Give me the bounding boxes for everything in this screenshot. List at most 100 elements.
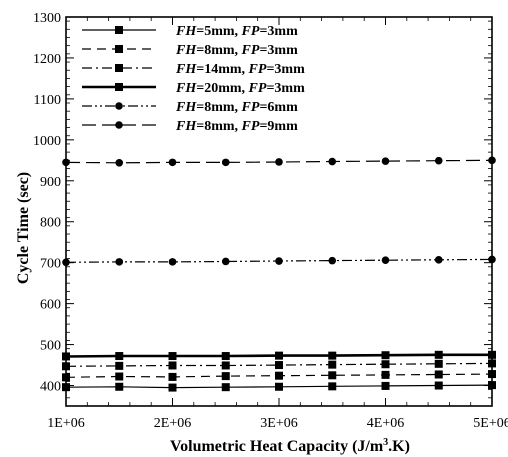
legend-item: FH=14mm, FP=3mm	[82, 62, 305, 77]
y-tick-label: 1000	[33, 134, 61, 149]
data-point	[275, 382, 283, 391]
data-point	[62, 352, 70, 361]
y-tick-label: 1100	[34, 93, 61, 108]
data-point	[434, 256, 443, 264]
legend-label: FH=14mm, FP=3mm	[175, 62, 305, 77]
data-point	[434, 359, 443, 368]
data-point	[168, 158, 177, 167]
legend-item: FH=5mm, FP=3mm	[82, 24, 298, 39]
x-axis-title: Volumetric Heat Capacity (J/m3.K)	[170, 437, 410, 455]
x-tick-label: 3E+06	[260, 416, 297, 431]
y-tick-label: 500	[40, 339, 61, 354]
data-point	[328, 371, 337, 380]
series-6	[62, 156, 496, 167]
data-point	[221, 257, 230, 266]
data-point	[62, 383, 70, 392]
data-point	[168, 372, 177, 381]
x-axis-title-main: Volumetric Heat Capacity (J/m	[170, 438, 384, 455]
data-point	[381, 381, 390, 390]
legend-marker	[115, 121, 123, 129]
data-point	[275, 257, 283, 265]
legend: FH=5mm, FP=3mm FH=8mm, FP=3mm FH=14mm, FP=…	[82, 24, 305, 134]
data-point	[221, 361, 230, 370]
data-point	[168, 383, 177, 392]
series-5	[62, 255, 496, 267]
data-point	[488, 255, 496, 264]
y-axis-title: Cycle Time (sec)	[15, 172, 32, 284]
legend-item: FH=20mm, FP=3mm	[82, 81, 305, 96]
x-axis-title-tail: .K)	[388, 438, 410, 455]
data-point	[168, 352, 177, 361]
data-point	[115, 352, 124, 361]
data-point	[221, 383, 230, 392]
series-3	[62, 359, 496, 371]
legend-label: FH=20mm, FP=3mm	[175, 81, 305, 96]
data-point	[328, 360, 337, 369]
x-tick-label: 2E+06	[154, 416, 191, 431]
axis-ticks: 400 500 600 700 800 900 1000 1100 1200 1300 1E+06 2…	[33, 11, 508, 431]
legend-label: FH=8mm, FP=3mm	[175, 43, 298, 58]
data-point	[328, 157, 337, 166]
data-point	[488, 359, 496, 368]
data-point	[434, 156, 443, 165]
data-point	[434, 381, 443, 390]
legend-label: FH=8mm, FP=9mm	[175, 119, 298, 134]
data-point	[275, 371, 283, 380]
data-point	[275, 351, 283, 360]
y-tick-label: 900	[40, 175, 61, 190]
series-line	[65, 362, 493, 367]
data-point	[434, 370, 443, 379]
y-tick-label: 800	[40, 216, 61, 231]
data-point	[488, 370, 496, 379]
data-point	[381, 351, 390, 360]
series-2	[62, 370, 496, 382]
data-point	[381, 360, 390, 369]
x-axis-title-sup: 3	[383, 437, 388, 448]
data-point	[115, 158, 124, 167]
data-point	[115, 382, 124, 391]
data-point	[168, 258, 177, 266]
data-point	[62, 373, 70, 382]
legend-marker	[115, 102, 123, 110]
data-point	[275, 361, 283, 370]
data-point	[488, 381, 496, 390]
data-point	[221, 352, 230, 361]
legend-item: FH=8mm, FP=3mm	[82, 43, 298, 58]
data-point	[221, 372, 230, 381]
data-point	[381, 370, 390, 379]
y-tick-label: 700	[40, 257, 61, 272]
legend-marker	[115, 26, 123, 34]
legend-item: FH=8mm, FP=6mm	[82, 100, 298, 115]
data-point	[62, 258, 70, 267]
data-point	[115, 372, 124, 381]
data-point	[381, 256, 390, 265]
data-point	[168, 361, 177, 370]
data-point	[488, 156, 496, 165]
data-point	[488, 350, 496, 359]
data-point	[62, 158, 70, 167]
legend-marker	[115, 83, 123, 91]
data-point	[328, 256, 337, 265]
y-tick-label: 600	[40, 298, 61, 313]
data-point	[328, 382, 337, 391]
data-point	[115, 258, 124, 266]
data-point	[328, 351, 337, 360]
series-4	[62, 350, 496, 361]
y-tick-label: 1200	[33, 52, 61, 67]
x-tick-label: 1E+06	[47, 416, 84, 431]
legend-marker	[115, 64, 123, 72]
data-point	[62, 362, 70, 371]
data-point	[434, 350, 443, 359]
y-tick-label: 1300	[33, 11, 61, 26]
data-point	[115, 361, 124, 370]
legend-marker	[115, 45, 123, 53]
series-1	[62, 381, 496, 392]
data-point	[381, 157, 390, 165]
x-tick-label: 4E+06	[367, 416, 404, 431]
data-point	[275, 158, 283, 166]
x-tick-label: 5E+06	[473, 416, 508, 431]
legend-label: FH=8mm, FP=6mm	[175, 100, 298, 115]
series-layer	[62, 156, 496, 392]
legend-label: FH=5mm, FP=3mm	[175, 24, 298, 39]
